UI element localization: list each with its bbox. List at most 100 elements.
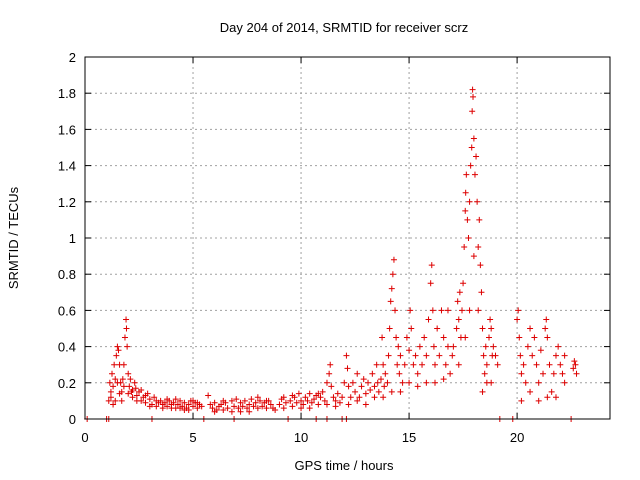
data-point <box>159 405 166 412</box>
data-point <box>438 307 445 314</box>
data-point <box>514 316 521 323</box>
data-point <box>358 383 365 390</box>
data-point <box>571 358 578 365</box>
data-point <box>550 370 557 377</box>
data-point <box>177 397 184 404</box>
data-point <box>449 352 456 359</box>
data-point <box>481 370 488 377</box>
data-point <box>470 135 477 142</box>
data-point <box>332 397 339 404</box>
data-point <box>231 403 238 410</box>
data-point <box>471 171 478 178</box>
data-point <box>425 316 432 323</box>
data-point <box>397 352 404 359</box>
data-point <box>386 325 393 332</box>
data-point <box>133 397 140 404</box>
data-point <box>473 153 480 160</box>
data-point <box>480 352 487 359</box>
data-point <box>116 390 123 397</box>
data-point <box>157 397 164 404</box>
data-point <box>110 383 117 390</box>
data-point <box>289 403 296 410</box>
data-point <box>280 405 287 412</box>
data-point <box>151 394 158 401</box>
data-point <box>369 370 376 377</box>
data-point <box>129 394 136 401</box>
data-point <box>561 352 568 359</box>
data-point <box>125 370 132 377</box>
data-point <box>465 235 472 241</box>
data-point <box>447 370 454 377</box>
data-point <box>469 86 476 93</box>
data-point <box>379 334 386 341</box>
data-point <box>298 397 305 404</box>
data-point <box>257 397 263 404</box>
plot-frame <box>84 56 611 420</box>
data-point <box>352 388 359 395</box>
data-point <box>373 361 380 368</box>
chart-title: Day 204 of 2014, SRMTID for receiver scr… <box>220 20 469 35</box>
data-point <box>190 403 197 410</box>
data-point <box>488 379 495 386</box>
data-point <box>450 343 457 350</box>
data-point <box>267 401 274 408</box>
data-point <box>235 405 242 412</box>
data-point <box>365 379 372 386</box>
data-point <box>241 397 248 404</box>
y-tick-label: 0 <box>69 412 76 427</box>
data-point <box>304 397 311 404</box>
data-point <box>326 370 333 377</box>
data-point <box>403 334 410 341</box>
data-point <box>395 343 402 350</box>
y-tick-label: 0.6 <box>58 303 76 318</box>
data-point <box>124 343 131 350</box>
data-point <box>349 379 356 386</box>
data-point <box>432 361 438 368</box>
data-point <box>396 370 403 377</box>
x-axis-label: GPS time / hours <box>295 458 394 473</box>
data-point <box>423 379 430 386</box>
data-point <box>239 403 246 410</box>
data-point <box>308 399 315 406</box>
data-point <box>345 401 352 408</box>
data-point <box>105 397 112 404</box>
data-point <box>442 361 449 368</box>
data-point <box>572 361 579 368</box>
y-tick-label: 2 <box>69 50 76 65</box>
data-point <box>315 401 322 408</box>
data-point <box>360 376 367 383</box>
data-point <box>276 401 283 408</box>
data-point <box>552 394 559 401</box>
data-point <box>129 387 136 394</box>
data-point <box>479 325 486 332</box>
data-point <box>362 390 369 397</box>
data-point <box>387 298 394 305</box>
data-point <box>142 392 149 399</box>
data-point <box>263 397 270 404</box>
data-point <box>520 361 527 368</box>
data-point <box>555 343 562 350</box>
data-point <box>469 108 476 115</box>
data-point <box>295 390 302 397</box>
data-point <box>332 403 339 410</box>
data-point <box>429 307 436 314</box>
data-point <box>119 376 126 383</box>
data-point <box>401 361 408 368</box>
data-point <box>114 379 121 386</box>
data-point <box>328 383 335 390</box>
data-point <box>336 399 343 406</box>
data-point <box>385 352 392 359</box>
x-tick-label: 20 <box>510 430 524 445</box>
y-axis-label: SRMTID / TECUs <box>6 186 21 289</box>
data-point <box>388 285 395 292</box>
data-point <box>482 343 489 350</box>
data-point <box>529 352 536 359</box>
data-point <box>330 394 337 401</box>
data-point <box>125 390 132 397</box>
data-point <box>557 361 564 368</box>
data-point <box>516 334 523 341</box>
data-point <box>112 397 119 404</box>
x-tick-label: 15 <box>402 430 416 445</box>
data-point <box>406 379 413 386</box>
data-point <box>120 361 127 368</box>
